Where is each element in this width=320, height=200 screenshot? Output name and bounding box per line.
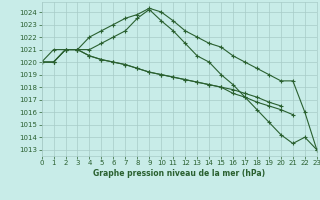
X-axis label: Graphe pression niveau de la mer (hPa): Graphe pression niveau de la mer (hPa) [93,169,265,178]
